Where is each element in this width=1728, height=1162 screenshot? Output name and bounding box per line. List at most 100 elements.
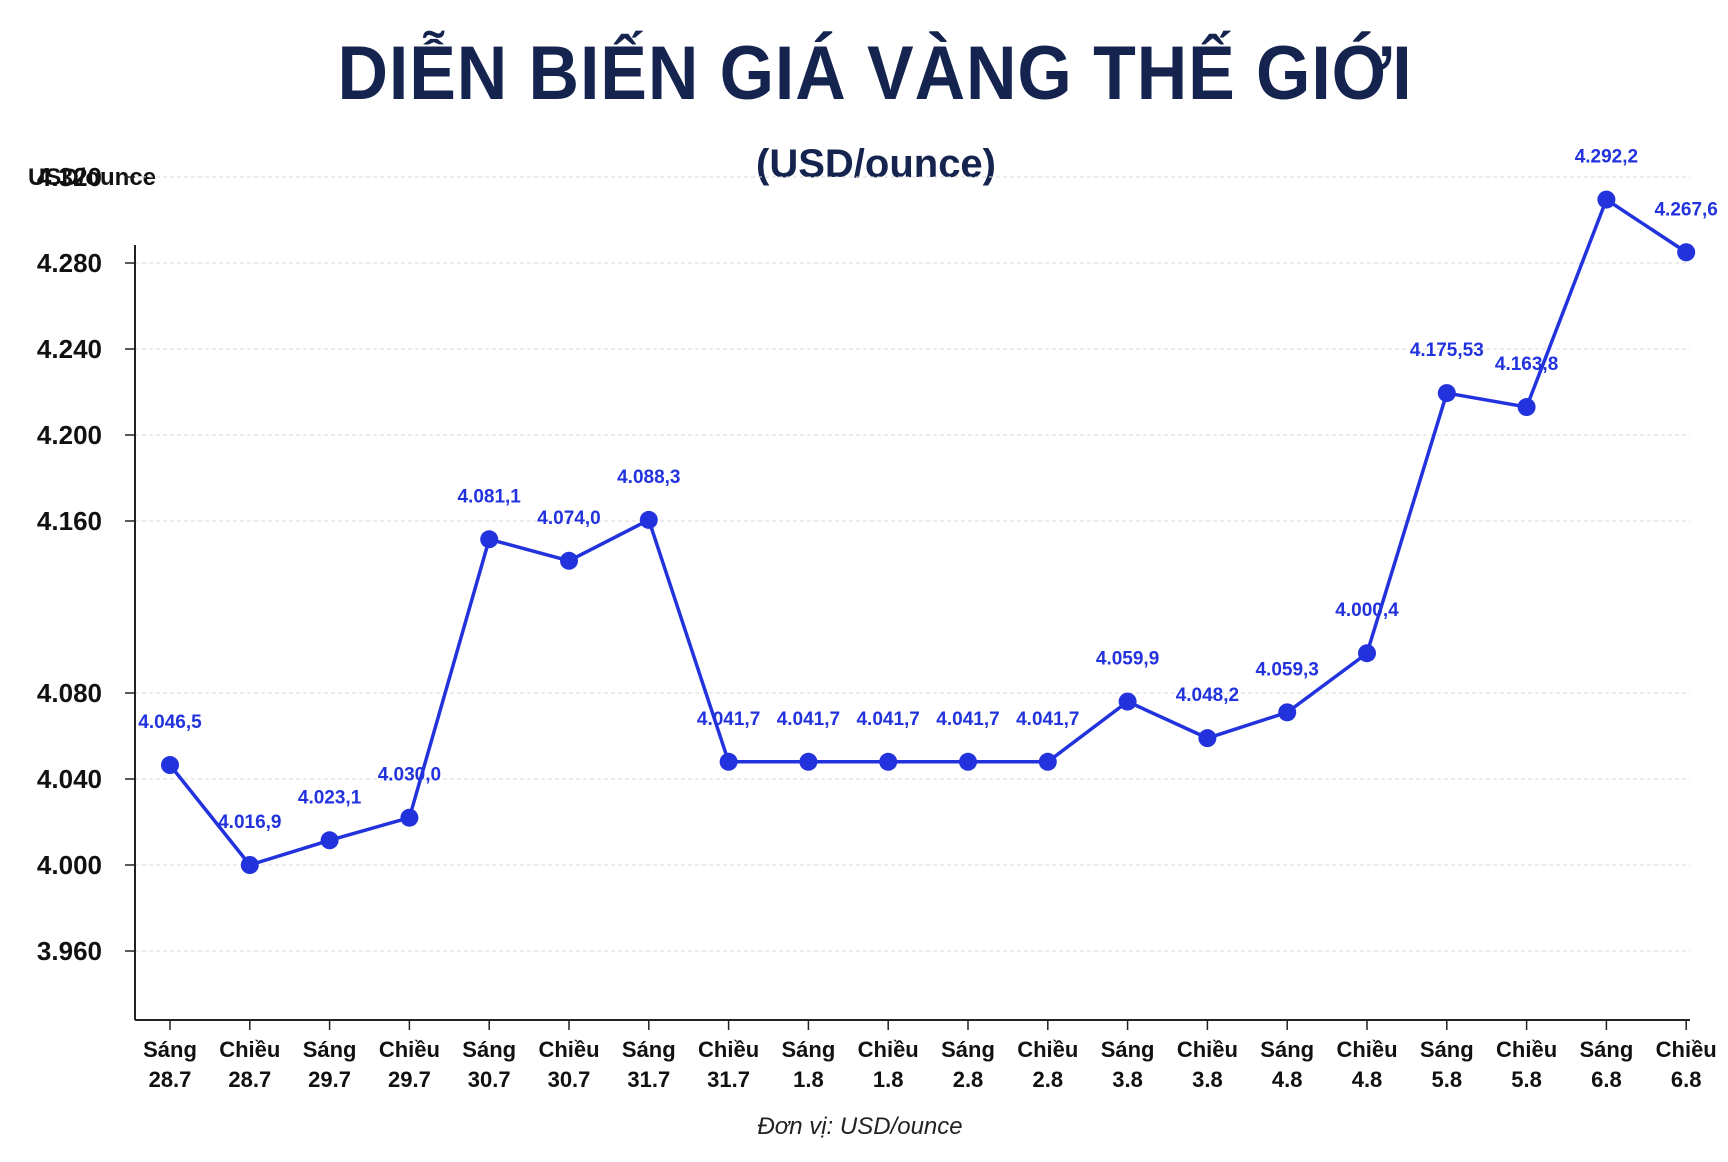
- data-point: [1278, 703, 1297, 722]
- data-label: 4.048,2: [1176, 685, 1239, 706]
- data-point: [240, 856, 259, 874]
- x-tick-label: Chiều: [538, 1037, 599, 1062]
- data-label: 4.041,7: [697, 709, 760, 730]
- data-point: [879, 752, 898, 771]
- y-tick-label: 4.160: [37, 506, 102, 536]
- x-tick-label: 1.8: [873, 1067, 904, 1092]
- x-tick-label: 2.8: [953, 1067, 984, 1092]
- data-label: 4.163,8: [1495, 354, 1558, 375]
- data-label: 4.059,9: [1096, 649, 1159, 670]
- chart-title: DIỄN BIẾN GIÁ VÀNG THẾ GIỚI: [337, 31, 1413, 116]
- data-point: [1118, 692, 1137, 711]
- data-label: 4.088,3: [617, 467, 680, 488]
- data-point: [959, 752, 977, 771]
- data-point: [480, 530, 499, 549]
- x-tick-label: 31.7: [627, 1067, 670, 1092]
- axes: [125, 176, 1690, 1030]
- x-tick-label: 29.7: [308, 1067, 351, 1092]
- data-label: 4.041,7: [777, 709, 840, 730]
- x-tick-label: Chiều: [698, 1037, 759, 1062]
- y-tick-label: 4.000: [37, 850, 102, 880]
- data-label: 4.041,7: [936, 709, 999, 730]
- y-tick-label: 4.080: [37, 678, 102, 708]
- x-tick-label: 30.7: [548, 1067, 591, 1092]
- x-tick-label: Sáng: [782, 1037, 836, 1062]
- x-tick-label: 3.8: [1192, 1067, 1223, 1092]
- data-label: 4.292,2: [1575, 147, 1638, 168]
- data-point: [1358, 644, 1376, 663]
- x-tick-label: Chiều: [1336, 1037, 1397, 1062]
- data-point: [1597, 190, 1616, 209]
- x-tick-label: Chiều: [219, 1037, 280, 1062]
- x-tick-label: 5.8: [1511, 1067, 1542, 1092]
- data-label: 4.000,4: [1335, 600, 1399, 621]
- data-point: [719, 752, 738, 771]
- x-tick-label: 28.7: [228, 1067, 271, 1092]
- x-tick-label: 31.7: [707, 1067, 750, 1092]
- data-point: [639, 510, 658, 529]
- x-tick-label: 6.8: [1671, 1067, 1702, 1092]
- data-label: 4.016,9: [218, 812, 281, 833]
- x-tick-label: 30.7: [468, 1067, 511, 1092]
- data-label: 4.030,0: [378, 765, 441, 786]
- data-label: 4.041,7: [856, 709, 919, 730]
- x-tick-label: Chiều: [1017, 1037, 1078, 1062]
- y-tick-label: 4.040: [37, 764, 102, 794]
- y-tick-label: 4.200: [37, 420, 102, 450]
- data-point: [1677, 243, 1696, 262]
- data-label: 4.059,3: [1255, 659, 1318, 680]
- x-tick-label: Chiều: [1496, 1037, 1557, 1062]
- data-label: 4.074,0: [537, 508, 600, 529]
- x-tick-label: 4.8: [1272, 1067, 1303, 1092]
- grid-lines: [135, 176, 1690, 952]
- x-tick-label: Sáng: [1420, 1037, 1474, 1062]
- data-point: [400, 808, 419, 827]
- chart-subtitle: (USD/ounce): [756, 142, 996, 186]
- data-label: 4.267,6: [1654, 199, 1717, 220]
- x-tick-label: 3.8: [1112, 1067, 1143, 1092]
- y-tick-label: 3.960: [37, 936, 102, 966]
- x-tick-label: Sáng: [1580, 1037, 1634, 1062]
- price-series: [161, 190, 1696, 874]
- x-tick-label: 6.8: [1591, 1067, 1622, 1092]
- x-tick-label: Sáng: [462, 1037, 516, 1062]
- data-label: 4.046,5: [138, 712, 202, 733]
- y-tick-label: 4.280: [37, 248, 102, 278]
- x-tick-label: Sáng: [303, 1037, 357, 1062]
- data-label: 4.041,7: [1016, 709, 1079, 730]
- x-tick-label: 4.8: [1352, 1067, 1383, 1092]
- data-label: 4.081,1: [457, 486, 521, 507]
- data-point: [320, 831, 339, 850]
- data-point: [161, 756, 179, 775]
- data-point: [799, 752, 818, 771]
- data-point: [1437, 384, 1456, 403]
- x-tick-label: 5.8: [1432, 1067, 1463, 1092]
- x-tick-label: 2.8: [1033, 1067, 1064, 1092]
- series-line: [168, 197, 1688, 867]
- x-tick-label: Sáng: [941, 1037, 995, 1062]
- y-tick-labels: 3.960 4.000 4.040 4.080 4.160 4.200 4.240 4.280…: [37, 162, 102, 966]
- data-point: [1517, 398, 1536, 417]
- x-tick-label: Chiều: [379, 1037, 440, 1062]
- x-tick-label: Sáng: [1260, 1037, 1314, 1062]
- x-tick-label: Chiều: [1656, 1037, 1717, 1062]
- x-tick-labels: Sáng 28.7 Chiều 28.7 Sáng 29.7 Chiều 29.7 Sáng 30…: [143, 1037, 1717, 1092]
- data-point: [560, 551, 578, 570]
- data-point: [1038, 752, 1057, 771]
- data-labels: 4.046,5 4.016,9 4.023,1 4.030,0 4.081,1 4.074…: [138, 147, 1718, 833]
- data-label: 4.175,53: [1410, 340, 1484, 361]
- y-tick-label: 4.240: [37, 334, 102, 364]
- x-tick-label: 28.7: [149, 1067, 192, 1092]
- unit-footnote: Đơn vị: USD/ounce: [757, 1113, 963, 1140]
- data-label: 4.023,1: [298, 787, 362, 808]
- x-tick-label: Sáng: [143, 1037, 197, 1062]
- x-tick-label: 29.7: [388, 1067, 431, 1092]
- x-tick-label: Sáng: [622, 1037, 676, 1062]
- x-tick-label: Sáng: [1101, 1037, 1155, 1062]
- x-tick-label: Chiều: [1177, 1037, 1238, 1062]
- x-tick-label: Chiều: [858, 1037, 919, 1062]
- data-point: [1198, 729, 1217, 748]
- x-tick-label: 1.8: [793, 1067, 824, 1092]
- y-tick-label: 4.320: [37, 162, 102, 192]
